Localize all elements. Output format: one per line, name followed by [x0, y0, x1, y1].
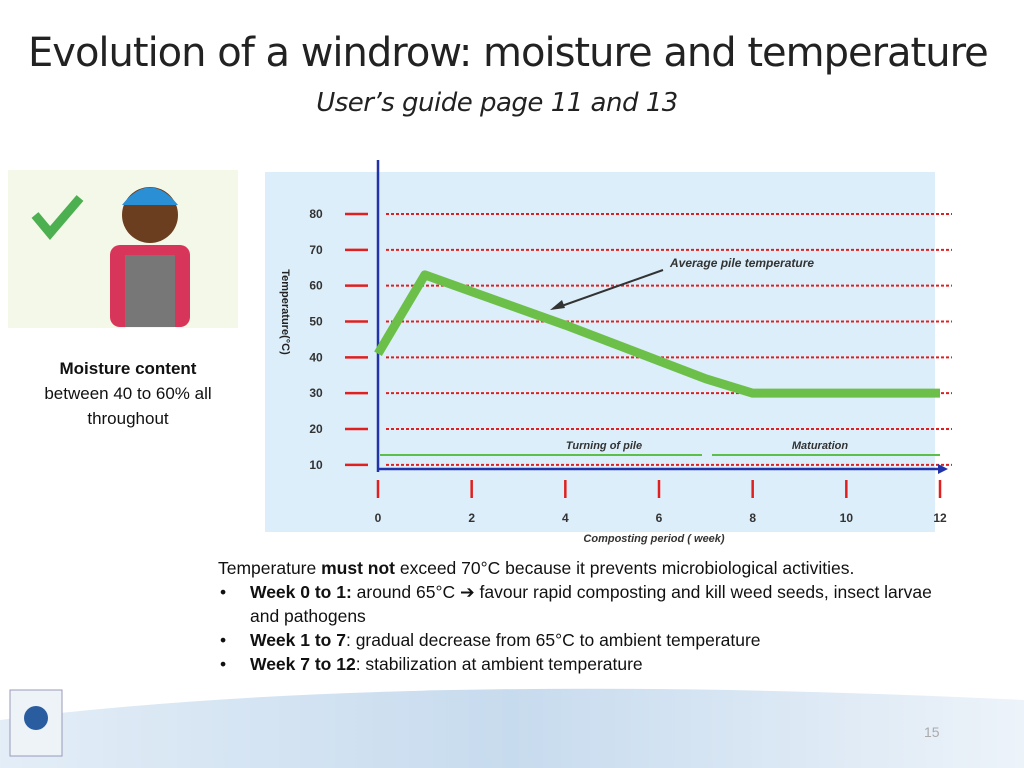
page-number: 15	[924, 724, 940, 740]
bullet-text: : stabilization at ambient temperature	[355, 654, 643, 674]
x-tick-label: 0	[375, 511, 382, 525]
bullet-bold: Week 0 to 1:	[250, 582, 352, 602]
x-tick-label: 2	[468, 511, 475, 525]
moisture-note: Moisture content between 40 to 60% all th…	[30, 356, 226, 431]
intro-before: Temperature	[218, 558, 322, 578]
y-tick-label: 30	[309, 386, 323, 400]
y-tick-label: 10	[309, 458, 323, 472]
x-tick-label: 12	[933, 511, 947, 525]
intro: Temperature must not exceed 70°C because…	[218, 556, 958, 580]
intro-bold: must not	[321, 558, 395, 578]
logo-emblem	[24, 706, 48, 730]
bullet-text: : gradual decrease from 65°C to ambient …	[345, 630, 761, 650]
annotation: Turning of pile	[566, 440, 642, 452]
y-tick-label: 50	[309, 315, 323, 329]
annotation: Maturation	[792, 440, 849, 452]
annotation-arrow	[555, 269, 664, 309]
bullet: Week 7 to 12: stabilization at ambient t…	[218, 652, 958, 676]
y-tick-label: 70	[309, 243, 323, 257]
bullet-list: Week 0 to 1: around 65°C ➔ favour rapid …	[218, 580, 958, 676]
chart-panel	[265, 172, 935, 532]
notes: Temperature must not exceed 70°C because…	[218, 556, 958, 676]
y-tick-label: 20	[309, 422, 323, 436]
background-swoosh	[0, 688, 1024, 768]
annotation-arrowhead	[550, 300, 565, 310]
x-axis-label: Composting period ( week)	[583, 533, 725, 545]
bullet-bold: Week 1 to 7	[250, 630, 346, 650]
bullet-bold: Week 7 to 12	[250, 654, 356, 674]
cartoon-helmet	[122, 187, 178, 205]
x-tick-label: 6	[656, 511, 663, 525]
annotation: Average pile temperature	[669, 256, 814, 270]
y-tick-label: 40	[309, 350, 323, 364]
intro-after: exceed 70°C because it prevents microbio…	[395, 558, 855, 578]
cartoon-apron	[125, 255, 175, 327]
x-tick-label: 4	[562, 511, 569, 525]
moisture-text: between 40 to 60% all throughout	[44, 384, 212, 428]
bullet: Week 0 to 1: around 65°C ➔ favour rapid …	[218, 580, 958, 628]
x-axis-arrow	[938, 464, 948, 474]
title: Evolution of a windrow: moisture and tem…	[28, 30, 989, 76]
x-tick-label: 8	[749, 511, 756, 525]
checkmark	[31, 195, 84, 240]
y-tick-label: 60	[309, 279, 323, 293]
bullet-text: around 65°C ➔ favour rapid composting an…	[250, 582, 932, 626]
temperature-line	[374, 270, 940, 398]
bullet: Week 1 to 7: gradual decrease from 65°C …	[218, 628, 958, 652]
x-tick-label: 10	[840, 511, 854, 525]
y-axis-label: Temperature(°C)	[279, 269, 291, 355]
y-tick-label: 80	[309, 207, 323, 221]
moisture-bold: Moisture content	[59, 359, 197, 378]
subtitle: User’s guide page 11 and 13	[316, 88, 678, 118]
